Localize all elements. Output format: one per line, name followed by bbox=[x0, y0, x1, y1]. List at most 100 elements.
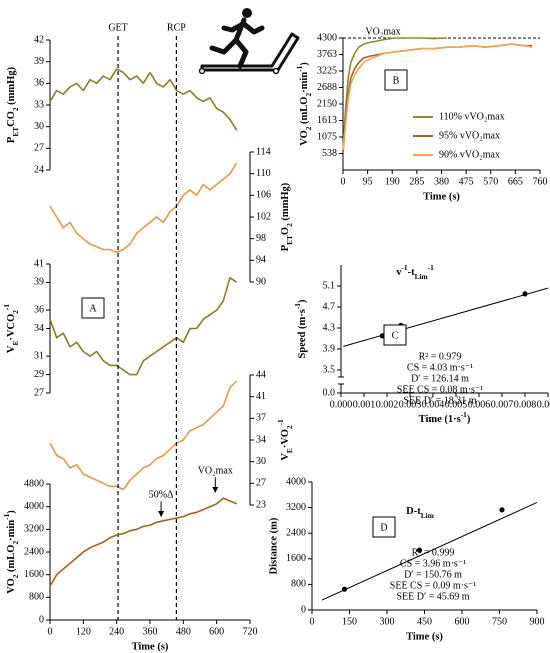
legend-label: 95% vVO₂max bbox=[439, 130, 500, 141]
y-tick-label: 44 bbox=[256, 369, 266, 380]
y-axis-label-part: (mmHg) bbox=[280, 182, 291, 223]
y-axis-label-part: ) bbox=[299, 62, 310, 66]
panel-label-box bbox=[384, 69, 408, 91]
y-tick-label: 0.0 bbox=[323, 387, 336, 398]
fit-line bbox=[343, 287, 549, 347]
y-axis-label-part: ·VCO bbox=[6, 314, 17, 341]
y-tick-label: 33 bbox=[34, 99, 44, 110]
annotation: 50%Δ bbox=[149, 490, 174, 501]
annotation: VO₂max bbox=[198, 466, 233, 477]
y-axis-label-part: VO bbox=[299, 130, 310, 146]
y-axis-label-part: V bbox=[6, 345, 17, 353]
y-tick-label: 90 bbox=[256, 276, 266, 287]
x-tick-label: 480 bbox=[176, 626, 191, 637]
y-axis-label-part: ·min bbox=[6, 520, 17, 541]
data-line bbox=[342, 43, 533, 151]
y-axis-label-part: P bbox=[280, 244, 291, 251]
data-line bbox=[49, 277, 238, 376]
y-axis-label-part: 2 bbox=[285, 425, 294, 429]
y-axis-label-part: ·min bbox=[299, 72, 310, 93]
data-line bbox=[49, 162, 238, 253]
reference-label: VO₂max bbox=[365, 26, 400, 37]
fit-statistic: SEE D′ = 18.31 m bbox=[403, 395, 476, 406]
panel-label-box bbox=[81, 297, 105, 319]
x-tick-label: 720 bbox=[243, 626, 258, 637]
y-axis-label: VE·VCO2-1 bbox=[2, 304, 20, 353]
y-axis-label-part: (mmHg) bbox=[6, 66, 17, 107]
y-tick-label: 800 bbox=[291, 579, 306, 590]
x-tick-label: 0.007 bbox=[491, 399, 514, 410]
x-tick-label: 0 bbox=[48, 626, 53, 637]
x-tick-label: 570 bbox=[483, 176, 498, 187]
y-axis-label-part: ) bbox=[6, 510, 17, 514]
y-tick-label: 3200 bbox=[24, 524, 44, 535]
y-tick-label: 4.7 bbox=[323, 301, 336, 312]
y-axis-label-part: 2 bbox=[285, 223, 294, 227]
x-tick-label: 600 bbox=[455, 616, 470, 627]
panel-title: v-1-tLim-1 bbox=[396, 263, 434, 281]
x-tick-label: 95 bbox=[363, 176, 373, 187]
x-tick-label: 0 bbox=[341, 176, 346, 187]
data-line bbox=[49, 68, 238, 131]
y-tick-label: 39 bbox=[34, 277, 44, 288]
panel-label: D bbox=[380, 522, 387, 533]
y-axis-label-part: ·VO bbox=[280, 429, 291, 448]
y-tick-label: 2688 bbox=[317, 82, 337, 93]
y-axis-label: Distance (m) bbox=[268, 517, 279, 574]
fit-statistic: SEE CS = 0.08 m·s⁻¹ bbox=[397, 384, 483, 395]
x-tick-label: 0 bbox=[310, 616, 315, 627]
y-axis-label-part: -1 bbox=[295, 65, 304, 71]
x-tick-label: 0.001 bbox=[353, 399, 376, 410]
y-axis-label-part: ET bbox=[285, 235, 294, 245]
data-point bbox=[522, 291, 528, 297]
panel-label-box bbox=[383, 324, 407, 346]
y-tick-label: 1600 bbox=[24, 569, 44, 580]
y-axis-label: VE·VO2-1 bbox=[276, 419, 294, 461]
fit-statistic: SEE D′ = 45.69 m bbox=[396, 591, 469, 602]
threshold-label: RCP bbox=[167, 22, 186, 33]
y-axis-label-part: P bbox=[6, 136, 17, 143]
y-axis-label: VO2 (mLO2·min-1) bbox=[2, 510, 20, 594]
x-tick-label: 0.003 bbox=[399, 399, 422, 410]
y-axis-label: PETCO2 (mmHg) bbox=[6, 66, 20, 143]
y-axis-label-part: ET bbox=[11, 127, 20, 137]
y-tick-label: 4000 bbox=[286, 476, 306, 487]
y-axis-label-part: 2 bbox=[304, 126, 313, 130]
x-tick-label: 0.000 bbox=[330, 399, 353, 410]
y-tick-label: 1613 bbox=[317, 115, 337, 126]
y-tick-label: 4000 bbox=[24, 501, 44, 512]
y-tick-label: 29 bbox=[34, 369, 44, 380]
x-tick-label: 360 bbox=[143, 626, 158, 637]
y-tick-label: 36 bbox=[34, 304, 44, 315]
x-tick-label: 150 bbox=[342, 616, 357, 627]
y-tick-label: 1075 bbox=[317, 131, 337, 142]
x-axis-label: Time (s) bbox=[423, 191, 460, 202]
y-tick-label: 34 bbox=[34, 323, 44, 334]
x-tick-label: 190 bbox=[385, 176, 400, 187]
y-tick-label: 41 bbox=[256, 391, 266, 402]
x-tick-label: 760 bbox=[533, 176, 548, 187]
y-tick-label: 27 bbox=[34, 387, 44, 398]
y-axis-label-part: 2 bbox=[11, 310, 20, 314]
y-tick-label: 30 bbox=[34, 121, 44, 132]
y-axis-label-part: VO bbox=[6, 578, 17, 594]
y-tick-label: 27 bbox=[256, 478, 266, 489]
x-tick-label: 300 bbox=[380, 616, 395, 627]
x-tick-label: 285 bbox=[409, 176, 424, 187]
y-tick-label: 36 bbox=[34, 78, 44, 89]
x-tick-label: 380 bbox=[434, 176, 449, 187]
y-tick-label: 23 bbox=[256, 499, 266, 510]
data-line bbox=[342, 43, 533, 154]
x-axis-label-part: -1 bbox=[461, 410, 467, 419]
y-axis-label: Speed (m·s-1) bbox=[293, 299, 308, 358]
x-tick-label: 0.004 bbox=[422, 399, 445, 410]
x-tick-label: 0.002 bbox=[376, 399, 399, 410]
y-tick-label: 27 bbox=[34, 143, 44, 154]
y-axis-label-part: (mLO bbox=[6, 545, 17, 575]
y-axis-label-part: 2 bbox=[304, 93, 313, 97]
y-tick-label: 30 bbox=[256, 456, 266, 467]
fit-statistic: R² = 0.979 bbox=[419, 351, 462, 362]
x-tick-label: 750 bbox=[492, 616, 507, 627]
x-tick-label: 450 bbox=[417, 616, 432, 627]
y-tick-label: 3200 bbox=[286, 502, 306, 513]
